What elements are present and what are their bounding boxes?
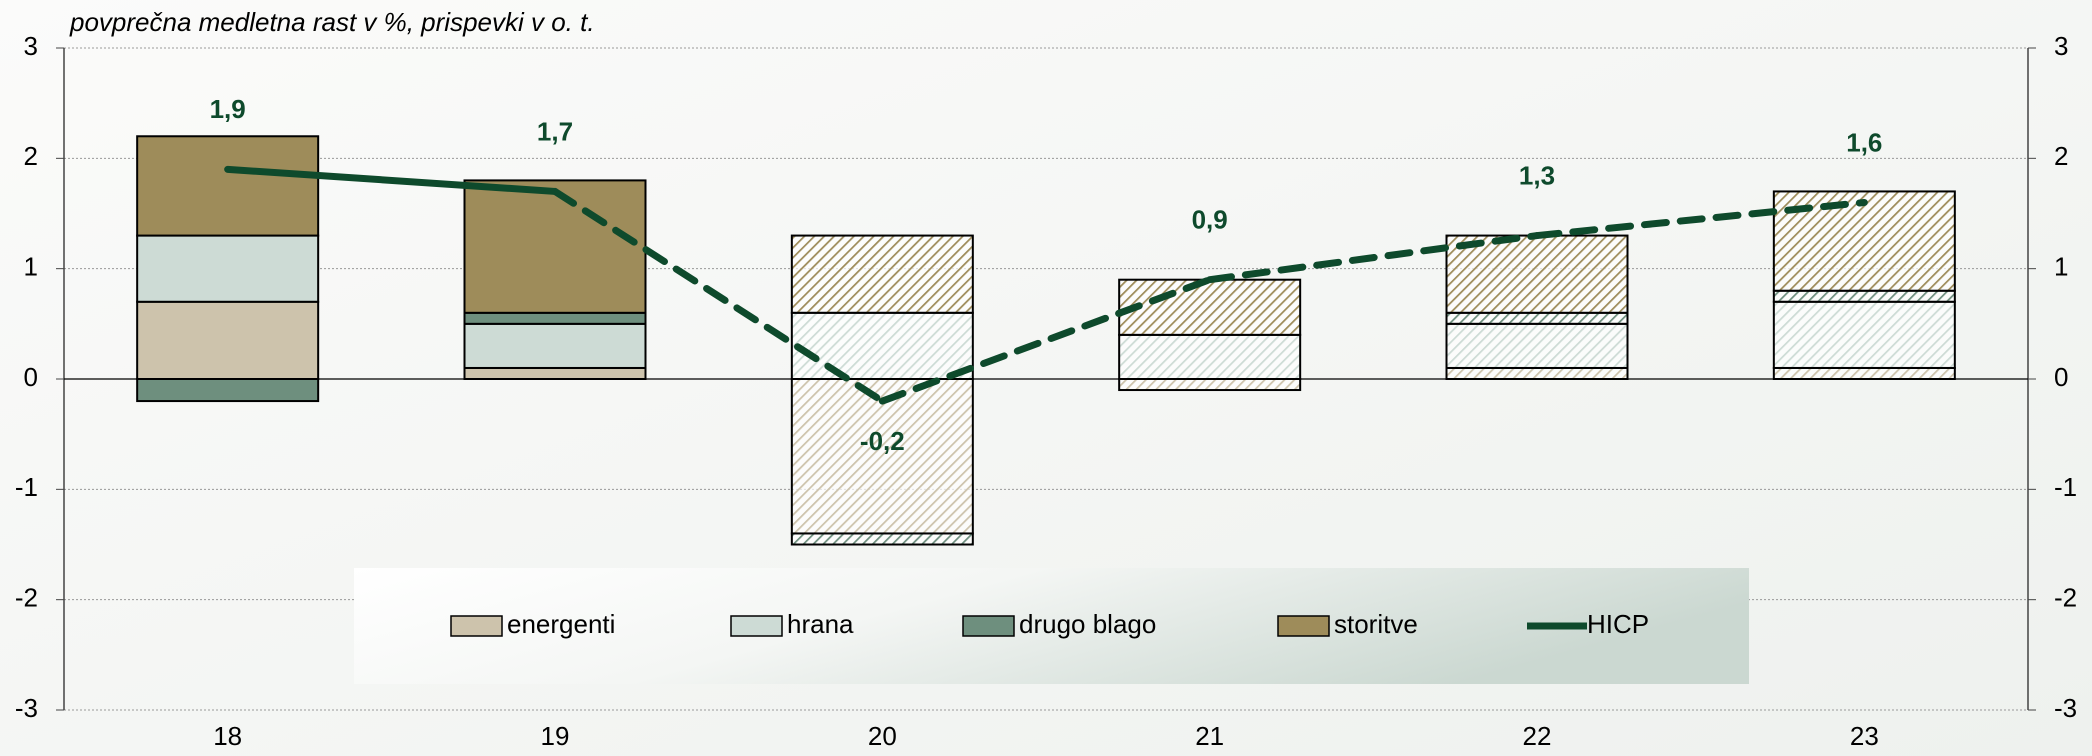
y2-tick-label: -3: [2054, 693, 2077, 723]
line-segment: [551, 187, 886, 405]
bar-segment: [1445, 311, 1629, 325]
legend-label: storitve: [1334, 609, 1418, 639]
bar-segment: [463, 179, 647, 314]
bar-segment: [1445, 234, 1629, 314]
bar-segment: [1445, 366, 1629, 381]
subtitle: povprečna medletna rast v %, prispevki v…: [69, 7, 595, 37]
bar-segment: [1445, 322, 1629, 369]
legend-label: hrana: [787, 609, 854, 639]
bar-segment: [463, 322, 647, 369]
y-tick-label: -2: [15, 583, 38, 613]
x-tick-label: 23: [1850, 721, 1879, 751]
line-segment: [878, 276, 1214, 405]
data-label: 1,6: [1846, 127, 1882, 157]
legend-label: HICP: [1587, 609, 1649, 639]
y-tick-label: 1: [24, 252, 38, 282]
bar-segment: [1118, 278, 1302, 336]
y2-tick-label: 3: [2054, 31, 2068, 61]
bar-segment: [136, 234, 320, 303]
bar-segment: [790, 378, 974, 535]
legend-box: [354, 568, 1749, 684]
y-tick-label: -1: [15, 472, 38, 502]
bar-segment: [1118, 333, 1302, 381]
bar-segment: [136, 300, 320, 380]
y2-tick-label: 1: [2054, 252, 2068, 282]
bar-segment: [136, 378, 320, 403]
data-label: 0,9: [1192, 205, 1228, 235]
legend-swatch: [1277, 615, 1330, 637]
line-segment: [224, 165, 559, 195]
legend-swatch: [962, 615, 1015, 637]
y2-tick-label: -1: [2054, 472, 2077, 502]
y-tick-label: -3: [15, 693, 38, 723]
bar-segment: [790, 532, 974, 546]
bar-segment: [790, 311, 974, 380]
x-tick-label: 19: [541, 721, 570, 751]
legend-label: energenti: [507, 609, 615, 639]
data-label: 1,9: [210, 94, 246, 124]
legend-label: drugo blago: [1019, 609, 1156, 639]
legend-swatch: [730, 615, 783, 637]
line-segment: [1533, 198, 1868, 240]
data-label: 1,3: [1519, 160, 1555, 190]
data-label: -0,2: [860, 426, 905, 456]
bar-segment: [136, 135, 320, 237]
bar-segment: [463, 366, 647, 381]
bar-segment: [790, 234, 974, 314]
bar-segment: [1772, 366, 1956, 381]
y2-tick-label: -2: [2054, 583, 2077, 613]
y2-tick-label: 2: [2054, 141, 2068, 171]
y-tick-label: 2: [24, 141, 38, 171]
bar-segment: [1772, 289, 1956, 303]
data-label: 1,7: [537, 116, 573, 146]
x-tick-label: 18: [213, 721, 242, 751]
bar-segment: [1118, 378, 1302, 392]
x-tick-label: 21: [1195, 721, 1224, 751]
x-tick-label: 22: [1523, 721, 1552, 751]
line-segment: [1206, 232, 1541, 284]
x-tick-label: 20: [868, 721, 897, 751]
y2-tick-label: 0: [2054, 362, 2068, 392]
bar-segment: [463, 311, 647, 325]
bar-segment: [1772, 300, 1956, 369]
y-tick-label: 3: [24, 31, 38, 61]
y-tick-label: 0: [24, 362, 38, 392]
legend-swatch: [450, 615, 503, 637]
